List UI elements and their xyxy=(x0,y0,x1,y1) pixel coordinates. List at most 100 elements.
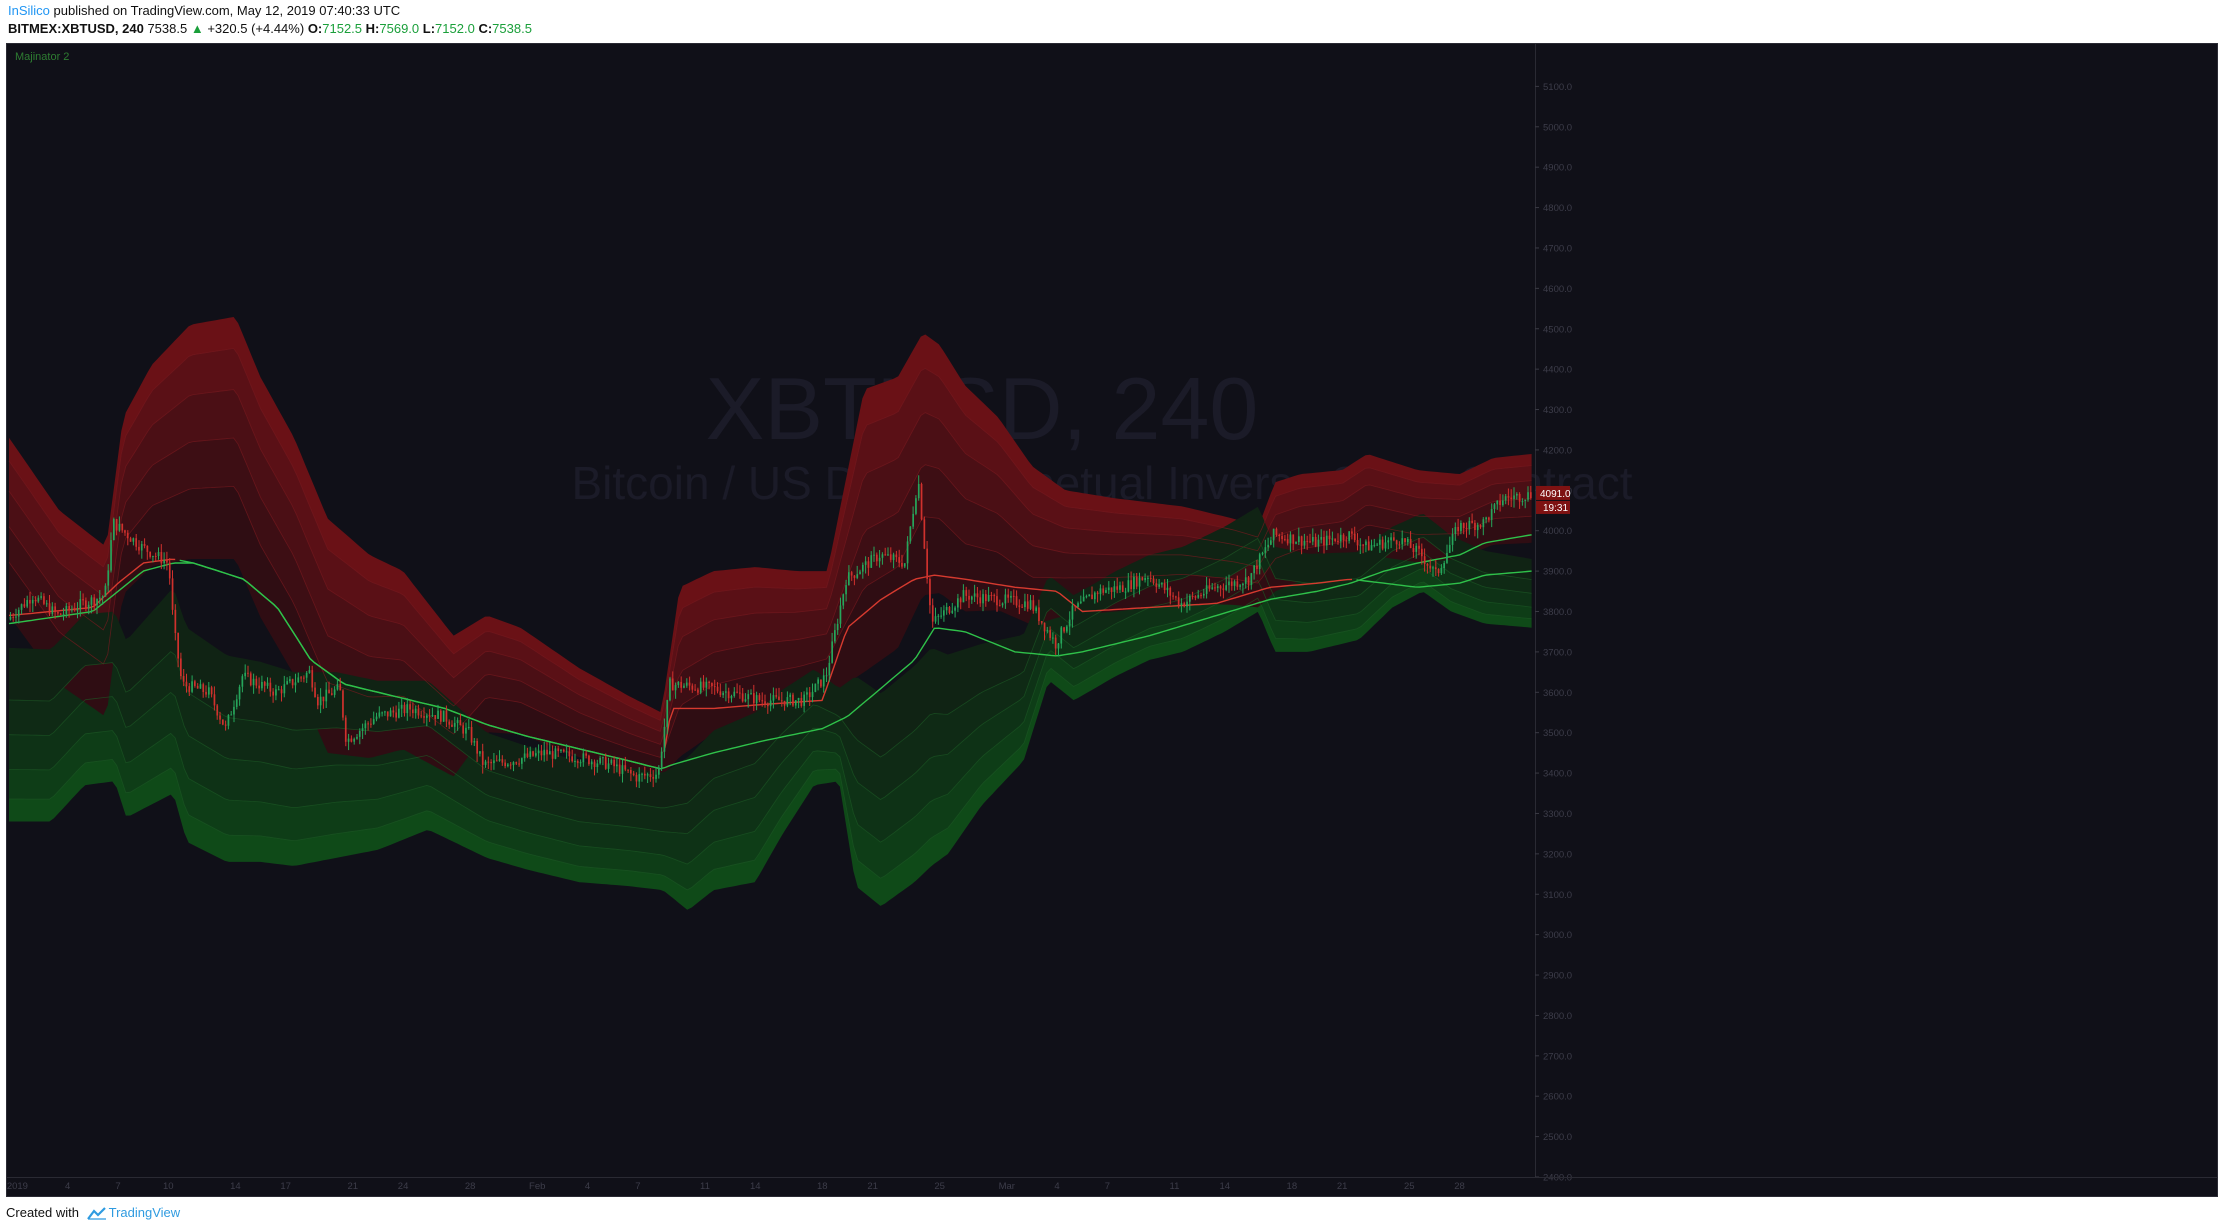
candle-body xyxy=(535,753,537,756)
candle-body xyxy=(1107,587,1110,591)
price-tick-label: 3000.0 xyxy=(1543,930,1572,941)
candle-body xyxy=(1348,531,1350,541)
candle-body xyxy=(328,689,330,694)
candle-body xyxy=(353,738,355,742)
price-tick-label: 3700.0 xyxy=(1543,647,1572,658)
candle-body xyxy=(579,762,582,764)
candle-body xyxy=(333,689,336,695)
candle-body xyxy=(618,764,621,774)
candle-body xyxy=(361,728,364,731)
candle-body xyxy=(630,770,632,774)
candle-body xyxy=(1471,520,1473,523)
price-tick-label: 4700.0 xyxy=(1543,243,1572,254)
candle-body xyxy=(1205,585,1208,594)
candle-body xyxy=(470,727,473,743)
candle-body xyxy=(1040,621,1043,623)
candle-body xyxy=(929,578,931,606)
candle-body xyxy=(453,722,456,727)
candle-body xyxy=(152,556,154,557)
last-price-label: 4091.0 xyxy=(1540,489,1571,500)
upper-band-layer-4 xyxy=(9,438,1532,758)
candle-body xyxy=(842,594,845,606)
candle-body xyxy=(224,724,227,726)
candle-body xyxy=(1256,565,1258,569)
candle-body xyxy=(1233,581,1236,586)
lower-band-layer-1 xyxy=(9,582,1532,910)
time-tick-label: 17 xyxy=(280,1181,291,1192)
candle-body xyxy=(906,541,909,564)
candle-body xyxy=(624,765,627,770)
candle-body xyxy=(140,544,143,551)
candle-body xyxy=(1186,601,1188,607)
footer: Created with TradingView xyxy=(6,1205,180,1220)
price-chart[interactable]: XBTUSD, 240 Bitcoin / US Dollar Perpetua… xyxy=(7,44,2217,1196)
time-tick-label: 18 xyxy=(817,1181,828,1192)
time-tick-label: 7 xyxy=(635,1181,640,1192)
candle-body xyxy=(297,677,300,683)
candle-body xyxy=(568,751,571,757)
candle-body xyxy=(699,681,702,693)
trend-line-segment xyxy=(179,559,661,770)
candle-body xyxy=(1312,537,1314,542)
candle-body xyxy=(526,753,529,757)
candle-body xyxy=(1021,606,1023,608)
candle-body xyxy=(1331,538,1334,540)
candle-body xyxy=(12,617,15,618)
price-tick-label: 3100.0 xyxy=(1543,890,1572,901)
candle-body xyxy=(912,513,914,527)
candle-body xyxy=(68,606,70,611)
candle-body xyxy=(347,738,350,742)
candle-body xyxy=(1434,567,1437,570)
candle-body xyxy=(87,604,90,609)
candle-body xyxy=(848,572,850,586)
tradingview-logo-icon xyxy=(86,1207,106,1220)
candle-body xyxy=(602,757,604,759)
candle-body xyxy=(319,696,322,706)
candle-body xyxy=(694,689,696,691)
candle-body xyxy=(945,607,948,611)
candle-body xyxy=(177,633,179,659)
candle-body xyxy=(445,710,448,722)
candle-body xyxy=(1320,537,1323,540)
candle-body xyxy=(1451,533,1454,545)
candle-body xyxy=(775,695,778,697)
candle-body xyxy=(876,554,878,562)
candle-body xyxy=(437,710,439,719)
candle-body xyxy=(149,551,151,557)
low-value: 7152.0 xyxy=(435,21,475,36)
chart-panel[interactable]: XBTUSD, 240 Bitcoin / US Dollar Perpetua… xyxy=(6,43,2218,1197)
candle-body xyxy=(23,604,26,607)
candle-body xyxy=(582,753,585,763)
candle-body xyxy=(1309,541,1311,543)
candle-body xyxy=(1404,538,1406,543)
candle-body xyxy=(174,609,177,633)
price-tick-label: 3200.0 xyxy=(1543,849,1572,860)
candle-body xyxy=(1158,584,1160,587)
candle-body xyxy=(1367,541,1370,551)
candle-body xyxy=(498,759,501,761)
candle-body xyxy=(1516,494,1518,496)
candle-body xyxy=(1110,587,1113,592)
candle-body xyxy=(308,670,311,673)
candle-body xyxy=(1278,534,1281,536)
candle-body xyxy=(1105,590,1107,593)
candle-body xyxy=(93,597,96,606)
price-tick-label: 3900.0 xyxy=(1543,567,1572,578)
candle-body xyxy=(817,679,819,684)
candle-body xyxy=(1474,522,1476,530)
candle-body xyxy=(1440,568,1443,574)
candle-body xyxy=(1323,537,1325,546)
candle-body xyxy=(275,689,277,696)
price-axis[interactable]: 5100.0 5000.0 4900.0 4800.0 4700.0 4600.0 4500… xyxy=(1535,44,1572,1184)
candle-body xyxy=(386,711,389,717)
author-link[interactable]: InSilico xyxy=(8,3,50,18)
candle-body xyxy=(451,724,453,727)
time-axis[interactable]: 2019 4 7 10 14 17 21 24 28 Feb 4 7 11 14 18 21 25 Mar 4 7 11… xyxy=(7,1177,2217,1193)
candle-body xyxy=(1499,500,1501,505)
price-tick-label: 4800.0 xyxy=(1543,203,1572,214)
candle-body xyxy=(895,554,898,558)
candle-body xyxy=(1267,544,1269,548)
candle-body xyxy=(1379,539,1381,545)
candle-body xyxy=(560,749,562,752)
brand-text[interactable]: TradingView xyxy=(108,1205,181,1220)
